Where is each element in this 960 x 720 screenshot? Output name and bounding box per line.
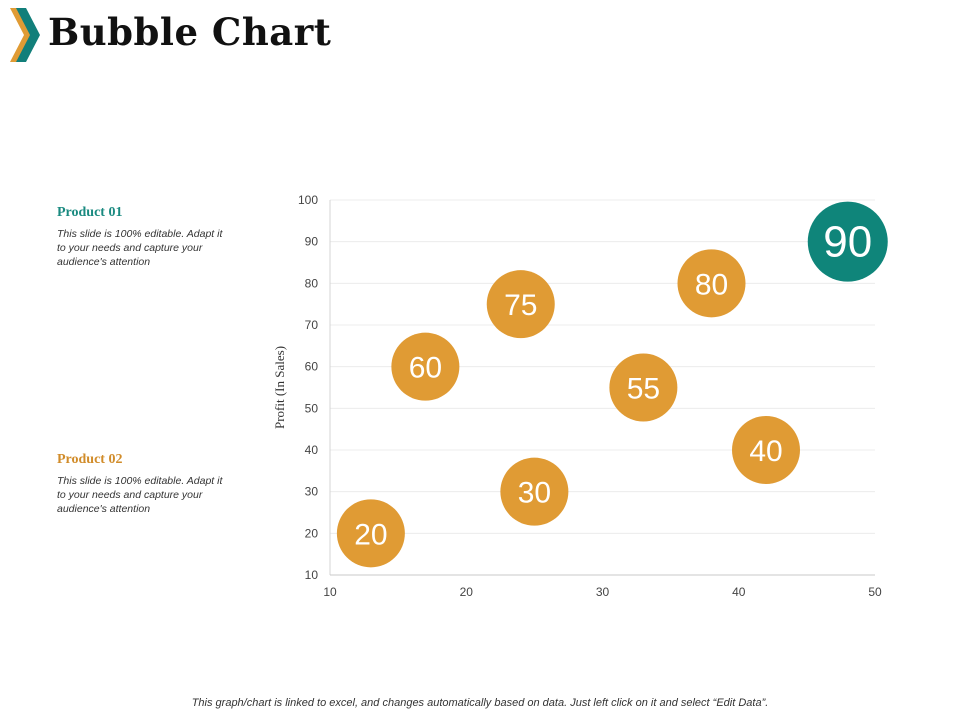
x-tick-label: 30 — [596, 585, 610, 599]
product-02-description: This slide is 100% editable. Adapt it to… — [57, 475, 223, 515]
y-tick-label: 20 — [305, 526, 319, 540]
y-tick-label: 30 — [305, 485, 319, 499]
x-tick-label: 40 — [732, 585, 746, 599]
chevron-logo-icon — [10, 8, 40, 62]
bubble-data-label: 90 — [823, 218, 872, 267]
bubble-data-label: 60 — [409, 352, 442, 385]
y-tick-label: 70 — [305, 318, 319, 332]
bubble-point — [609, 353, 678, 422]
bubble-point — [391, 332, 460, 401]
bubble-point — [732, 416, 800, 484]
bubble-data-label: 75 — [504, 289, 537, 322]
bubble-data-label: 20 — [354, 518, 387, 551]
bubble-data-label: 55 — [627, 373, 660, 406]
y-tick-label: 40 — [305, 443, 319, 457]
y-tick-label: 50 — [305, 401, 319, 415]
x-tick-label: 50 — [868, 585, 882, 599]
y-tick-label: 10 — [305, 568, 319, 582]
footer-note: This graph/chart is linked to excel, and… — [191, 697, 769, 709]
bubble-point — [486, 270, 555, 339]
product-02-block: Product 02 This slide is 100% editable. … — [57, 452, 232, 516]
x-tick-label: 20 — [460, 585, 474, 599]
y-tick-label: 100 — [298, 193, 318, 207]
product-01-description: This slide is 100% editable. Adapt it to… — [57, 228, 223, 268]
bubble-point — [500, 457, 569, 526]
bubble-data-label: 80 — [695, 268, 728, 301]
bubble-data-label: 40 — [749, 435, 782, 468]
y-tick-label: 60 — [305, 360, 319, 374]
y-tick-label: 80 — [305, 276, 319, 290]
page-title: Bubble Chart — [48, 10, 332, 54]
product-02-name: Product 02 — [57, 452, 123, 467]
x-tick-label: 10 — [323, 585, 337, 599]
bubble-point — [677, 249, 746, 318]
y-axis-label: Profit (In Sales) — [272, 346, 287, 429]
bubble-point — [336, 499, 405, 568]
bubble-point — [807, 201, 888, 282]
bubble-data-label: 30 — [518, 477, 551, 510]
product-01-name: Product 01 — [57, 205, 123, 220]
bubble-chart: 10 20 30 40 50 60 70 80 90 100 10 20 30 40 50 Profit (I… — [272, 193, 888, 599]
y-tick-label: 90 — [305, 235, 319, 249]
product-01-block: Product 01 This slide is 100% editable. … — [57, 205, 232, 269]
